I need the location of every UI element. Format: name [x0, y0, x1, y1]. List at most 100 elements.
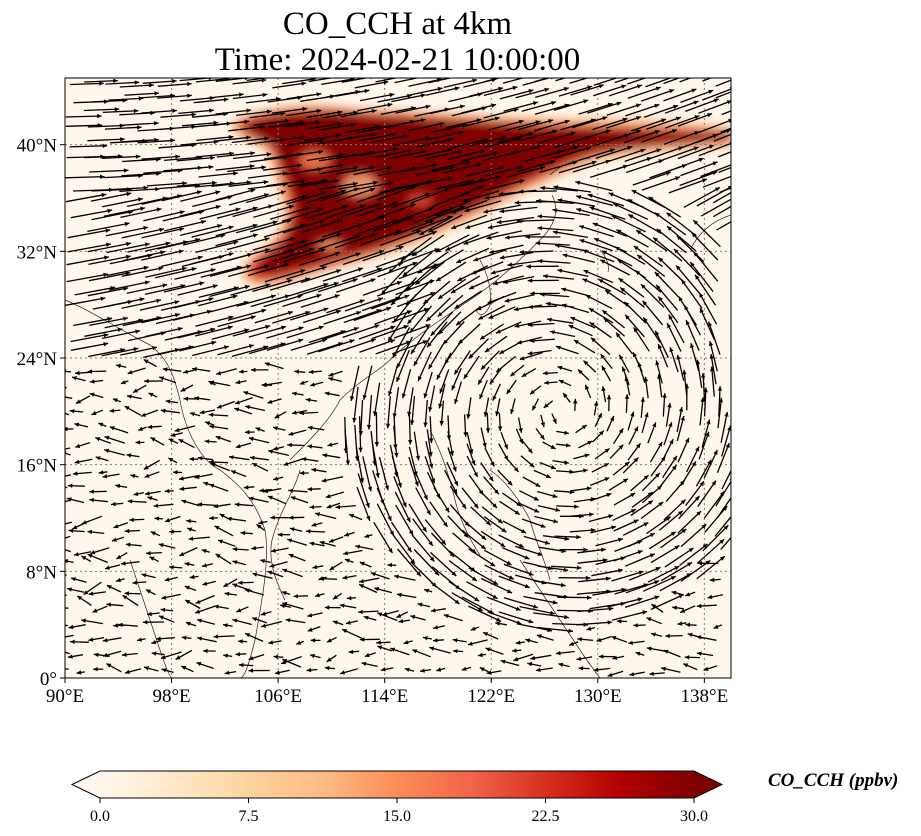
- wind-vector: [428, 78, 453, 84]
- wind-vector-head: [699, 292, 704, 298]
- wind-vector-head: [209, 380, 215, 385]
- wind-vector-head: [322, 338, 328, 343]
- wind-vector-head: [69, 409, 75, 414]
- wind-vector-head: [387, 515, 392, 521]
- wind-vector-head: [658, 159, 664, 164]
- wind-vector: [636, 254, 666, 278]
- wind-vector: [709, 340, 718, 372]
- wind-vector: [625, 103, 660, 117]
- wind-vector-head: [124, 221, 130, 227]
- wind-vector: [712, 191, 731, 204]
- colorbar-tick-label: 15.0: [383, 808, 411, 825]
- wind-vector: [140, 94, 175, 99]
- wind-vector-head: [201, 549, 207, 554]
- wind-vector-head: [168, 438, 174, 443]
- wind-vector-head: [374, 442, 379, 447]
- colorbar-extend-min: [72, 771, 100, 798]
- wind-vector-head: [266, 152, 272, 157]
- wind-vector-head: [637, 550, 643, 555]
- wind-vector: [468, 338, 490, 359]
- wind-vector: [387, 310, 409, 342]
- wind-vector: [572, 116, 608, 129]
- wind-vector: [209, 93, 244, 99]
- wind-vector: [144, 284, 186, 296]
- wind-vector-head: [305, 397, 311, 403]
- wind-vector-head: [443, 522, 448, 527]
- wind-vector: [551, 565, 582, 569]
- wind-vector-head: [260, 124, 265, 130]
- wind-vector: [717, 151, 731, 158]
- wind-vector-head: [708, 89, 714, 94]
- wind-vector-head: [407, 411, 412, 417]
- wind-vector: [414, 148, 452, 159]
- wind-vector: [121, 139, 159, 143]
- wind-vector-head: [185, 621, 191, 626]
- colorbar-ticks: 0.0 7.5 15.0 22.5 30.0: [90, 798, 708, 825]
- wind-vector: [624, 314, 645, 338]
- wind-vector: [455, 305, 482, 326]
- wind-vector-head: [249, 164, 255, 169]
- wind-vector-head: [686, 573, 692, 578]
- wind-vector-head: [210, 327, 216, 332]
- wind-vector-head: [527, 322, 533, 328]
- wind-vector-head: [577, 637, 582, 642]
- wind-vector: [179, 224, 223, 237]
- wind-vector: [65, 521, 73, 525]
- wind-vector: [664, 100, 699, 114]
- wind-vector: [542, 275, 575, 280]
- wind-vector-head: [676, 265, 681, 271]
- wind-vector: [359, 93, 395, 102]
- wind-vector-head: [616, 619, 622, 624]
- wind-vector: [74, 286, 116, 296]
- wind-vector-head: [339, 163, 344, 168]
- wind-vector-head: [113, 524, 119, 529]
- wind-vector-head: [105, 565, 110, 570]
- wind-vector: [379, 229, 422, 247]
- wind-vector-head: [283, 461, 289, 466]
- wind-vector: [281, 208, 323, 222]
- wind-vector-head: [674, 566, 680, 571]
- wind-vector: [104, 126, 142, 130]
- wind-vector: [561, 303, 590, 314]
- wind-vector: [415, 487, 432, 516]
- wind-vector-head: [555, 507, 561, 512]
- wind-vector: [516, 623, 553, 632]
- wind-vector-head: [519, 438, 523, 444]
- wind-vector: [92, 99, 128, 103]
- wind-vector-head: [232, 294, 238, 299]
- wind-vector-head: [750, 119, 755, 123]
- wind-vector-head: [49, 407, 54, 411]
- wind-vector-head: [410, 185, 416, 190]
- wind-vector-head: [691, 461, 696, 467]
- wind-vector: [371, 443, 380, 478]
- wind-vector: [119, 188, 160, 192]
- wind-vector: [318, 339, 355, 353]
- wind-vector-head: [54, 594, 59, 598]
- wind-vector: [288, 283, 329, 297]
- wind-vector: [70, 209, 113, 219]
- wind-vector-head: [707, 594, 713, 600]
- wind-vector: [702, 524, 729, 552]
- wind-vector: [227, 166, 267, 173]
- wind-vector-head: [173, 470, 178, 475]
- wind-vector: [195, 152, 234, 158]
- wind-vector-head: [179, 227, 184, 232]
- wind-vector-head: [181, 635, 187, 640]
- wind-vector: [359, 133, 397, 142]
- wind-vector: [395, 504, 414, 536]
- wind-vector: [105, 81, 140, 85]
- wind-vector: [721, 110, 731, 116]
- wind-vector: [627, 78, 648, 85]
- wind-vector-head: [662, 393, 667, 398]
- wind-vector-head: [56, 622, 61, 626]
- wind-vector-head: [457, 149, 463, 154]
- wind-vector-head: [282, 568, 288, 573]
- wind-vector-head: [591, 160, 597, 165]
- wind-vector-head: [407, 148, 413, 153]
- wind-vector: [513, 304, 543, 311]
- wind-vector-head: [51, 524, 56, 528]
- wind-vector-head: [328, 372, 334, 377]
- wind-vector-head: [244, 588, 250, 593]
- wind-vector: [119, 84, 154, 88]
- wind-vector-head: [635, 270, 641, 275]
